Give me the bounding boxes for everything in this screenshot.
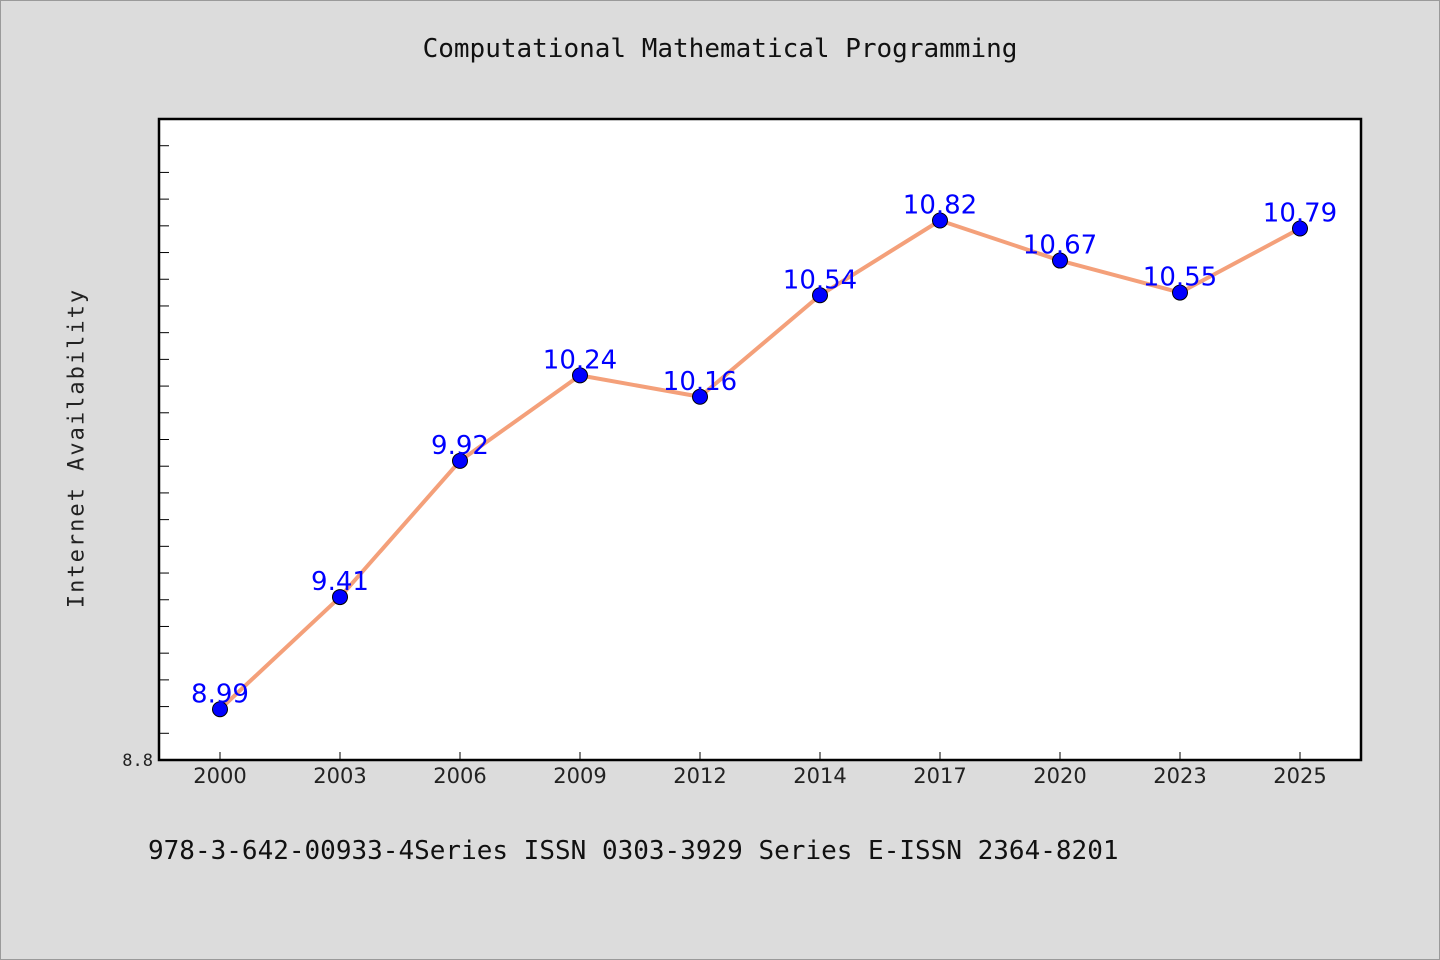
data-point [332, 589, 348, 606]
x-tick-label: 2014 [793, 764, 846, 788]
data-point [212, 701, 228, 718]
data-label: 10.79 [1263, 199, 1337, 229]
data-point [1172, 284, 1188, 301]
x-tick-label: 2023 [1153, 764, 1206, 788]
data-label: 9.92 [431, 431, 489, 461]
data-label: 10.55 [1143, 263, 1217, 293]
footer-isbn-text: 978-3-642-00933-4Series ISSN 0303-3929 S… [148, 836, 1119, 866]
data-point [932, 212, 948, 229]
data-point [452, 452, 468, 469]
data-label: 10.16 [663, 367, 737, 397]
y-axis-ticks: 8.8 [122, 145, 169, 771]
x-tick-label: 2012 [673, 764, 726, 788]
x-tick-label: 2009 [553, 764, 606, 788]
data-point [572, 367, 588, 384]
series-group: 8.99 9.41 9.92 10.24 10.16 10.54 10.82 10.67 10.… [191, 190, 1337, 718]
plot-area [157, 117, 1363, 762]
data-point [1292, 220, 1308, 237]
data-label: 10.24 [543, 345, 617, 375]
x-tick-label: 2003 [313, 764, 366, 788]
x-tick-label: 2006 [433, 764, 486, 788]
chart-title: Computational Mathematical Programming [422, 34, 1018, 64]
data-label: 10.82 [903, 190, 977, 220]
x-tick-label: 2017 [913, 764, 966, 788]
data-label: 10.54 [783, 265, 857, 295]
x-tick-label: 2000 [193, 764, 246, 788]
data-label: 10.67 [1023, 231, 1097, 261]
x-axis-ticks: 2000 2003 2006 2009 2012 2014 2017 2020 2023 2025 [193, 752, 1327, 788]
x-tick-label: 2025 [1273, 764, 1326, 788]
x-tick-label: 2020 [1033, 764, 1086, 788]
data-point [692, 388, 708, 405]
series-line [218, 218, 1301, 711]
data-label: 9.41 [311, 567, 369, 597]
data-point [1052, 252, 1068, 269]
data-label: 8.99 [191, 679, 249, 709]
data-point [812, 287, 828, 304]
y-tick-label: 8.8 [122, 751, 153, 771]
